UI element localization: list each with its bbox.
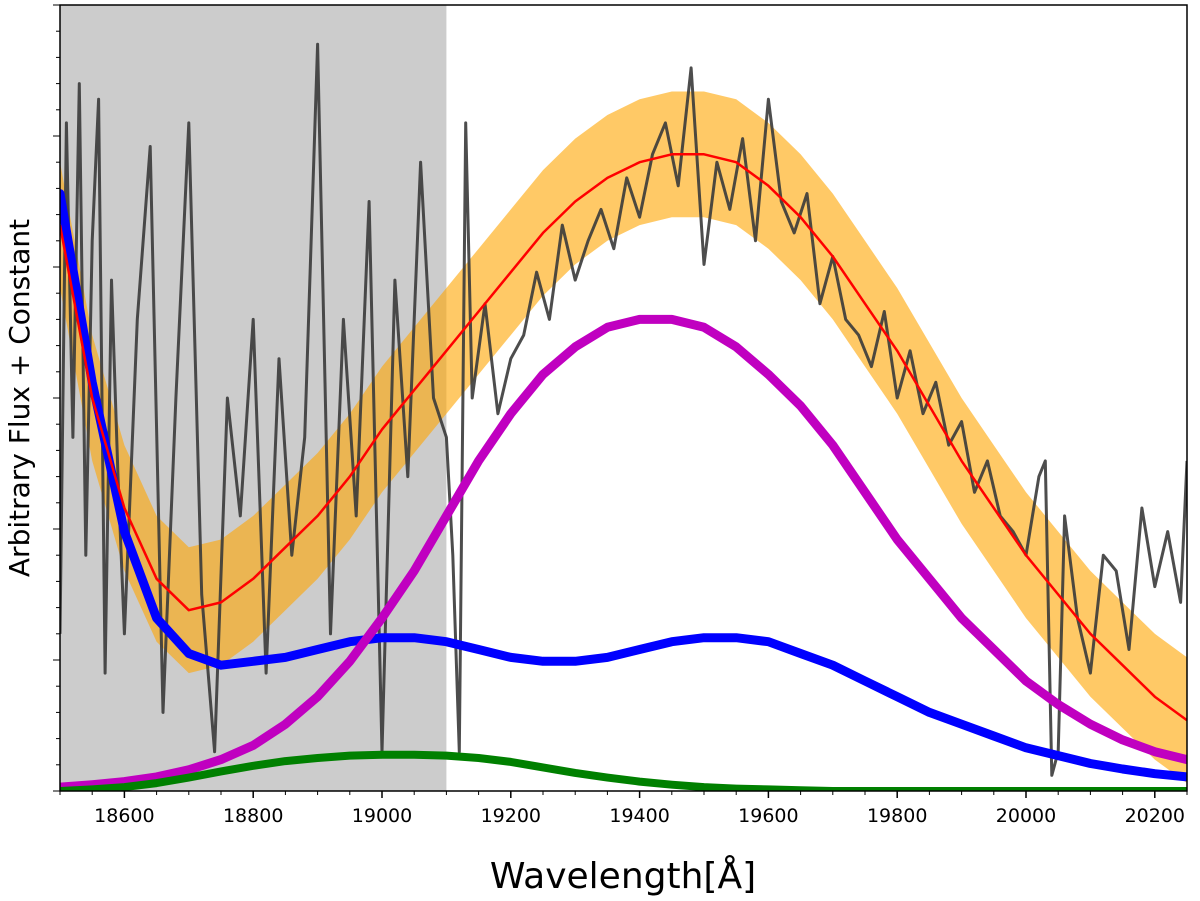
y-axis-ticks — [53, 4, 60, 792]
green-component-line — [60, 750, 1187, 791]
blue-component-line — [60, 189, 1187, 782]
x-tick-label: 18600 — [94, 805, 154, 827]
x-tick-label: 18800 — [223, 805, 283, 827]
x-tick-label: 19600 — [738, 805, 798, 827]
x-tick-label: 19800 — [867, 805, 927, 827]
observed-spectrum-line — [60, 42, 1187, 777]
magenta-component-line — [60, 314, 1187, 791]
x-axis-ticks: 18600 18800 19000 19200 19400 19600 19800 20000… — [59, 791, 1188, 827]
y-axis-title: Arbitrary Flux + Constant — [3, 219, 36, 577]
model-fit-line — [60, 153, 1187, 722]
x-tick-label: 19400 — [609, 805, 669, 827]
x-axis-title: Wavelength[Å] — [490, 854, 756, 897]
x-tick-label: 20000 — [996, 805, 1056, 827]
fit-uncertainty-band — [60, 91, 1187, 784]
plot-area — [60, 5, 1187, 791]
x-tick-label: 19000 — [352, 805, 412, 827]
x-tick-label: 20200 — [1125, 805, 1185, 827]
x-tick-label: 19200 — [481, 805, 541, 827]
